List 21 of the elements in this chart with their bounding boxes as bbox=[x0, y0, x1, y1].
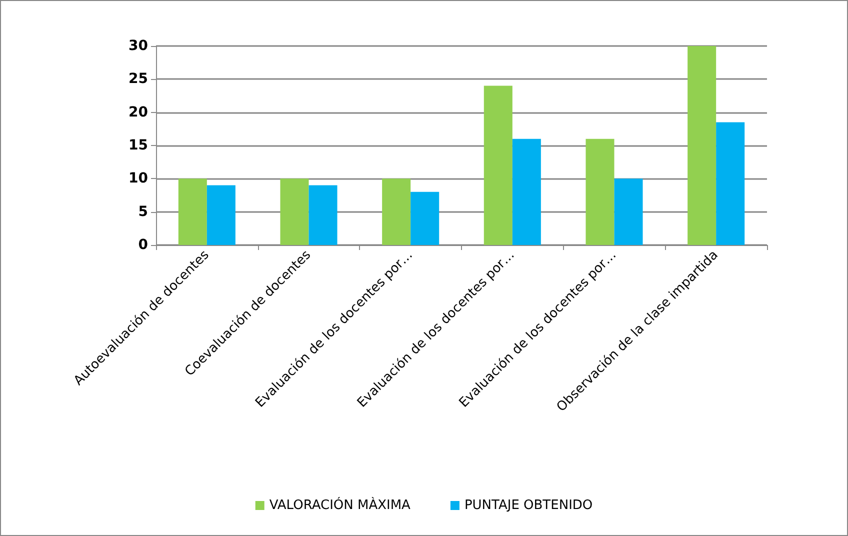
legend-label: PUNTAJE OBTENIDO bbox=[464, 498, 593, 513]
bar bbox=[484, 86, 512, 245]
bar bbox=[206, 185, 236, 245]
y-tick-label: 20 bbox=[128, 104, 148, 120]
bar bbox=[382, 178, 411, 245]
legend-label: VALORACIÓN MÀXIMA bbox=[269, 496, 411, 513]
bar bbox=[716, 122, 745, 245]
bar bbox=[280, 178, 309, 245]
bar bbox=[688, 46, 716, 245]
bar bbox=[614, 178, 643, 245]
y-tick-label: 5 bbox=[138, 204, 148, 220]
bar bbox=[410, 192, 440, 245]
bar bbox=[308, 185, 338, 245]
bar bbox=[178, 178, 207, 245]
bar bbox=[512, 138, 541, 245]
y-tick-label: 10 bbox=[128, 170, 148, 187]
y-tick-label: 25 bbox=[128, 71, 148, 88]
y-tick-label: 30 bbox=[128, 38, 148, 54]
y-tick-label: 0 bbox=[138, 237, 148, 253]
bar bbox=[586, 138, 614, 245]
y-tick-label: 15 bbox=[128, 138, 148, 154]
